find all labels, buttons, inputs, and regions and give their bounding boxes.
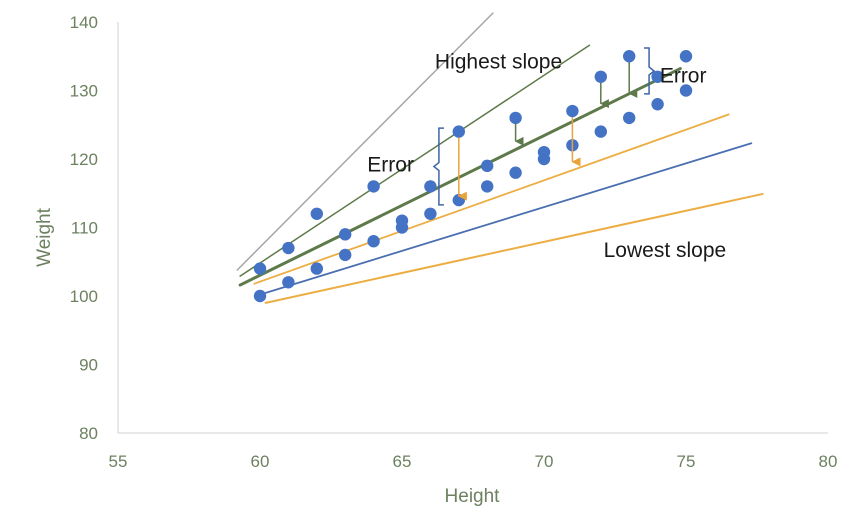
data-point bbox=[310, 207, 323, 220]
data-point bbox=[679, 84, 693, 97]
fit-line-6 bbox=[264, 192, 764, 304]
x-tick-label: 65 bbox=[393, 452, 412, 471]
y-tick-label: 110 bbox=[71, 219, 98, 238]
data-point bbox=[310, 262, 323, 275]
fit-line-1 bbox=[236, 12, 494, 271]
y-tick-label: 90 bbox=[79, 356, 98, 375]
data-point bbox=[424, 207, 437, 220]
y-tick-label: 130 bbox=[70, 82, 98, 101]
data-point bbox=[282, 241, 295, 255]
data-point bbox=[481, 159, 494, 173]
data-point bbox=[253, 262, 267, 275]
x-tick-label: 80 bbox=[819, 452, 838, 471]
annotation-label: Error bbox=[367, 153, 414, 176]
y-tick-label: 100 bbox=[70, 287, 98, 306]
y-axis-title: Weight bbox=[34, 207, 55, 267]
data-point bbox=[424, 180, 437, 193]
data-point bbox=[367, 180, 380, 193]
y-tick-label: 120 bbox=[70, 150, 98, 169]
x-axis-title: Height bbox=[445, 486, 501, 507]
fit-line-5 bbox=[259, 142, 753, 296]
data-point bbox=[623, 111, 636, 125]
x-tick-label: 75 bbox=[677, 452, 696, 471]
data-point bbox=[566, 104, 579, 118]
fit-line-4 bbox=[253, 113, 730, 285]
data-point bbox=[339, 248, 352, 262]
data-point bbox=[509, 166, 522, 179]
error-bracket bbox=[644, 47, 656, 95]
data-point bbox=[339, 228, 352, 241]
data-point bbox=[253, 289, 267, 303]
annotation-label: Error bbox=[660, 64, 707, 87]
data-point bbox=[452, 125, 465, 138]
annotation-label: Highest slope bbox=[435, 51, 562, 74]
data-point bbox=[282, 276, 295, 289]
data-point bbox=[509, 111, 522, 125]
y-tick-label: 80 bbox=[79, 424, 98, 443]
data-point bbox=[594, 70, 607, 84]
x-tick-label: 70 bbox=[535, 452, 554, 471]
x-tick-label: 60 bbox=[251, 452, 270, 471]
annotation-label: Lowest slope bbox=[604, 239, 727, 262]
data-point bbox=[367, 235, 380, 248]
x-tick-label: 55 bbox=[109, 452, 128, 471]
error-bracket bbox=[432, 127, 444, 206]
y-tick-label: 140 bbox=[70, 13, 98, 32]
fit-line-2 bbox=[239, 44, 591, 277]
data-point bbox=[594, 125, 607, 138]
data-point bbox=[651, 98, 664, 111]
data-point bbox=[395, 214, 409, 227]
data-point bbox=[623, 50, 636, 63]
data-point bbox=[679, 50, 693, 63]
data-point bbox=[537, 145, 551, 159]
data-point bbox=[481, 180, 494, 193]
data-point bbox=[651, 70, 664, 84]
